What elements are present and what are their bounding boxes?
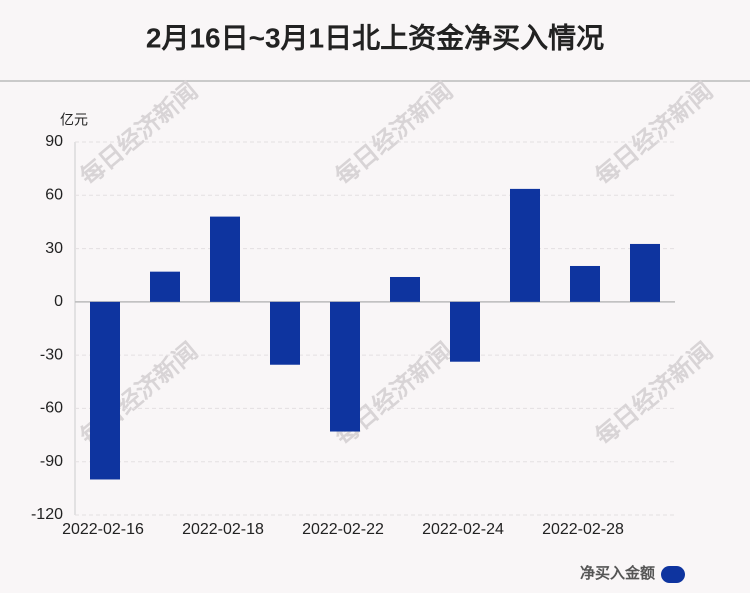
y-tick-label: -90 <box>40 453 63 470</box>
legend-swatch <box>661 566 685 583</box>
bar <box>90 301 120 480</box>
chart-title: 2月16日~3月1日北上资金净买入情况 <box>146 21 604 53</box>
bar <box>510 188 540 302</box>
x-tick-label: 2022-02-24 <box>422 521 504 538</box>
x-tick-label: 2022-02-28 <box>542 521 624 538</box>
bar <box>270 301 300 365</box>
watermark: 每日经济新闻 <box>589 336 718 451</box>
y-tick-label: 90 <box>45 133 63 150</box>
x-tick-label: 2022-02-22 <box>302 521 384 538</box>
watermark: 每日经济新闻 <box>74 76 203 191</box>
y-tick-label: -30 <box>40 346 63 363</box>
bar <box>630 243 660 302</box>
watermark: 每日经济新闻 <box>589 76 718 191</box>
bar <box>390 276 420 302</box>
bar <box>330 301 360 432</box>
x-tick-label: 2022-02-18 <box>182 521 264 538</box>
y-tick-label: -120 <box>31 506 63 523</box>
bar <box>210 216 240 302</box>
y-tick-label: 30 <box>45 240 63 257</box>
bar <box>570 265 600 302</box>
legend-label: 净买入金额 <box>580 564 655 582</box>
x-tick-label: 2022-02-16 <box>62 521 144 538</box>
watermark: 每日经济新闻 <box>329 76 458 191</box>
y-axis-unit: 亿元 <box>60 112 88 128</box>
bar <box>450 301 480 362</box>
y-tick-label: -60 <box>40 400 63 417</box>
watermarks: 每日经济新闻 每日经济新闻 每日经济新闻 每日经济新闻 每日经济新闻 每日经济新… <box>74 76 718 451</box>
y-tick-label: 0 <box>54 293 63 310</box>
y-tick-label: 60 <box>45 187 63 204</box>
bar <box>150 271 180 302</box>
